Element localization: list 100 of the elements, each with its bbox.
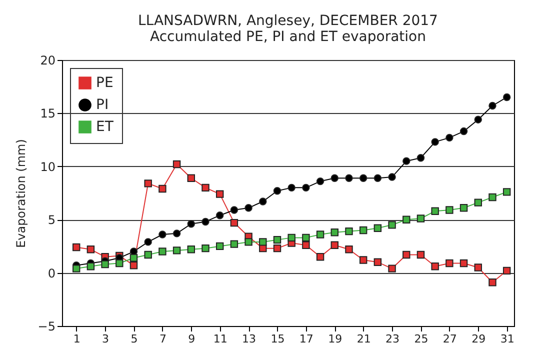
point — [388, 221, 396, 229]
point — [158, 248, 166, 256]
y-axis-title: Evaporation (mm) — [14, 139, 28, 248]
x-tick-label: 3 — [102, 332, 110, 346]
point — [388, 173, 396, 181]
point — [216, 211, 224, 220]
point — [302, 184, 310, 192]
point — [474, 264, 482, 272]
point — [230, 240, 238, 248]
point — [502, 266, 511, 275]
point — [359, 256, 368, 264]
point — [416, 214, 425, 222]
y-tick-label: 20 — [40, 54, 56, 68]
point — [72, 264, 80, 272]
point — [230, 218, 238, 227]
point — [302, 241, 310, 249]
x-tick-label: 27 — [442, 332, 457, 346]
point — [359, 174, 368, 182]
point — [144, 180, 152, 188]
point — [474, 198, 482, 206]
point — [172, 246, 181, 254]
point — [446, 259, 454, 268]
point — [273, 244, 282, 252]
y-tick-label: 5 — [48, 213, 56, 228]
point — [288, 234, 296, 242]
point — [172, 160, 181, 168]
point — [402, 157, 410, 165]
point — [187, 246, 195, 254]
point — [101, 260, 109, 268]
x-tick-label: 1 — [73, 332, 80, 346]
point — [86, 246, 95, 254]
point — [460, 204, 468, 212]
legend-label: PE — [96, 75, 114, 91]
point — [259, 198, 267, 206]
point — [158, 230, 166, 238]
point — [388, 264, 396, 272]
point — [202, 184, 210, 192]
point — [244, 204, 252, 212]
point — [374, 174, 382, 182]
point — [202, 244, 210, 252]
x-tick-label: 9 — [188, 332, 196, 346]
x-tick-label: 31 — [500, 332, 514, 346]
point — [316, 252, 324, 261]
point — [144, 250, 152, 259]
point — [431, 138, 439, 146]
point — [330, 241, 338, 249]
point — [446, 134, 454, 142]
point — [202, 218, 210, 226]
y-tick-label: 15 — [40, 106, 56, 121]
point — [502, 93, 511, 102]
point — [130, 262, 138, 270]
point — [72, 243, 80, 252]
x-tick-label: 15 — [270, 332, 285, 346]
point — [302, 234, 310, 242]
point — [116, 259, 124, 268]
point — [431, 207, 439, 215]
point — [259, 238, 267, 246]
point — [460, 127, 468, 136]
point — [345, 246, 353, 254]
point — [144, 238, 152, 246]
x-tick-label: 25 — [414, 332, 428, 346]
point — [502, 188, 511, 196]
point — [345, 227, 353, 236]
point — [187, 220, 195, 228]
point — [172, 230, 181, 238]
y-tick-label: −5 — [38, 320, 56, 334]
point — [402, 250, 410, 259]
point — [488, 193, 496, 202]
point — [416, 250, 425, 259]
x-tick-label: 19 — [328, 332, 342, 346]
point — [187, 174, 195, 182]
x-tick-label: 29 — [472, 332, 486, 346]
point — [158, 184, 166, 193]
point — [216, 242, 224, 250]
point — [130, 254, 138, 262]
point — [474, 116, 482, 124]
point — [273, 236, 282, 244]
point — [244, 238, 252, 246]
point — [431, 262, 439, 270]
chart-title: LLANSADWRN, Anglesey, DECEMBER 2017 — [138, 13, 438, 29]
x-tick-label: 5 — [130, 332, 138, 346]
point — [374, 258, 382, 266]
x-tick-label: 13 — [242, 332, 256, 346]
point — [488, 278, 496, 286]
point — [316, 230, 324, 238]
x-tick-label: 7 — [159, 332, 166, 346]
point — [316, 177, 324, 186]
point — [216, 190, 224, 198]
point — [330, 228, 338, 236]
x-tick-label: 23 — [386, 332, 400, 346]
point — [230, 206, 238, 214]
legend-label: PI — [96, 97, 109, 113]
point — [416, 154, 425, 162]
point — [345, 174, 353, 182]
point — [359, 226, 368, 234]
chart-subtitle: Accumulated PE, PI and ET evaporation — [150, 29, 426, 45]
x-tick-label: 21 — [356, 332, 371, 346]
point — [488, 102, 496, 110]
y-tick-label: 10 — [40, 160, 56, 174]
point — [86, 262, 95, 270]
